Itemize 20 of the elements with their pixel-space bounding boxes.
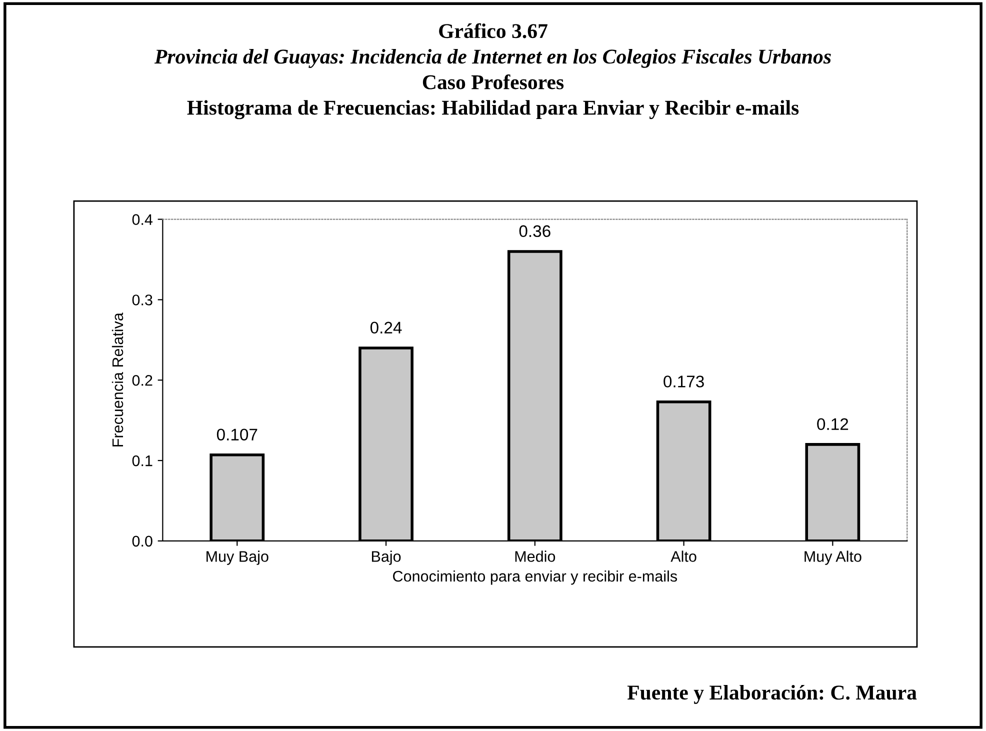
data-label: 0.107 <box>216 428 258 440</box>
data-label: 0.173 <box>664 376 704 388</box>
data-label: 0.36 <box>519 225 550 238</box>
data-label: 0.12 <box>817 418 848 430</box>
x-tick-label: Alto <box>670 550 696 562</box>
y-axis-title: Frecuencia Relativa <box>112 312 124 446</box>
x-tick-label: Bajo <box>372 550 401 565</box>
x-axis-title: Conocimiento para enviar y recibir e-mails <box>393 570 678 585</box>
source-note: Fuente y Elaboración: C. Maura <box>627 684 917 704</box>
chart-subtitle: Provincia del Guayas: Incidencia de Internet en los Colegios Fiscales Urbanos Caso Profesores Histograma de Frecuencias: Habilidad para Enviar y Recibir e-mails <box>154 49 831 120</box>
y-tick-label: 0.2 <box>132 374 152 386</box>
y-tick-label: 0.1 <box>132 455 152 466</box>
chart-title: Gráfico 3.67 <box>439 23 548 38</box>
y-tick-label: 0.4 <box>132 214 153 225</box>
y-tick-label: 0.0 <box>132 536 152 547</box>
x-tick-label: Muy Alto <box>804 550 862 565</box>
data-label: 0.24 <box>370 322 402 334</box>
x-tick-label: Medio <box>515 550 556 562</box>
x-tick-label: Muy Bajo <box>206 550 268 565</box>
y-tick-label: 0.3 <box>132 294 152 306</box>
